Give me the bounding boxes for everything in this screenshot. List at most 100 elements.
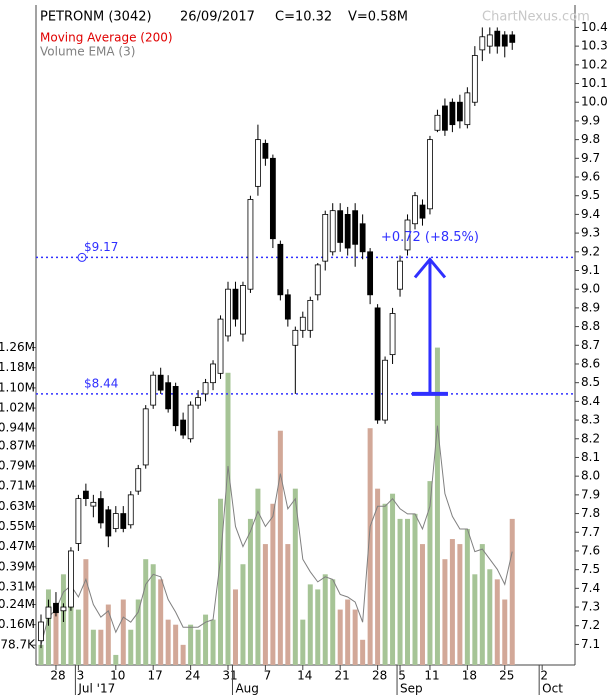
volume-bar	[487, 569, 493, 665]
volume-bar	[128, 629, 134, 665]
y-tick-label: 9.0	[581, 282, 600, 296]
candle-body	[307, 300, 314, 331]
y-tick-label: 10.1	[581, 76, 608, 90]
y2-tick-label: 0.87M	[0, 438, 35, 452]
watermark: ChartNexus.com	[482, 10, 590, 25]
volume-bar	[427, 481, 433, 665]
close-label: C=10.32	[275, 10, 332, 25]
candle-body	[75, 498, 82, 544]
chart-title: PETRONM (3042)	[40, 10, 152, 25]
y2-tick-label: 1.10M	[0, 380, 35, 394]
x-tick-label: 25	[499, 669, 514, 683]
candle-body	[142, 408, 149, 466]
marker	[77, 252, 87, 262]
y-tick-label: 9.4	[581, 207, 600, 221]
volume-bar	[502, 599, 508, 665]
volume-bar	[405, 518, 411, 665]
volume-bar	[352, 609, 358, 665]
volume-bar	[225, 372, 231, 665]
candle-body	[471, 55, 478, 103]
volume-bar	[232, 589, 238, 665]
candle-body	[262, 142, 269, 159]
volume-bar	[240, 564, 246, 665]
volume-bar	[68, 579, 74, 665]
volume-bar	[315, 589, 321, 665]
candle-body	[509, 34, 516, 43]
volume-bar	[509, 518, 515, 665]
candle-body	[352, 210, 359, 245]
y-tick-label: 8.0	[581, 469, 600, 483]
candle-body	[45, 606, 52, 619]
candle-body	[217, 318, 224, 374]
candle-body	[97, 498, 104, 524]
volume-bar	[135, 599, 141, 665]
candle-body	[404, 219, 411, 251]
volume-label: V=0.58M	[348, 10, 408, 25]
candle-body	[486, 34, 493, 47]
candle-body	[434, 114, 441, 131]
y2-tick-label: 0.16M	[0, 617, 35, 631]
y2-tick-label: 1.26M	[0, 340, 35, 354]
volume-bar	[494, 579, 500, 665]
candle-body	[397, 260, 403, 290]
y2-tick-label: 0.71M	[0, 479, 35, 493]
month-label: Jul '17	[77, 682, 115, 695]
candle-body	[412, 195, 418, 225]
volume-bar	[158, 579, 164, 665]
y2-tick-label: 0.31M	[0, 579, 35, 593]
candle-body	[210, 363, 216, 384]
month-label: Sep	[400, 682, 423, 695]
y-tick-label: 9.2	[581, 244, 600, 258]
volume-bar	[307, 584, 313, 665]
legend-volume-ema: Volume EMA (3)	[40, 45, 135, 59]
legend-moving-average: Moving Average (200)	[40, 31, 173, 45]
y-tick-label: 8.8	[581, 319, 600, 333]
volume-ema-line	[40, 425, 513, 645]
x-tick-label: 21	[335, 669, 350, 683]
y-tick-label: 8.7	[581, 338, 600, 352]
candle-body	[127, 494, 134, 526]
y-tick-label: 8.1	[581, 450, 600, 464]
volume-bar	[367, 428, 373, 665]
candle-body	[157, 374, 164, 391]
candle-body	[135, 468, 142, 492]
x-tick-label: 5	[398, 669, 406, 683]
candle-body	[68, 550, 74, 608]
price-line-label: $9.17	[84, 240, 118, 254]
candle-body	[240, 285, 246, 335]
volume-bar	[113, 654, 119, 665]
candle-body	[292, 329, 299, 346]
y-tick-label: 7.3	[581, 600, 600, 614]
volume-bar	[195, 629, 201, 665]
candle-body	[479, 36, 486, 51]
month-label: Aug	[235, 682, 258, 695]
y2-tick-label: 1.02M	[0, 401, 35, 415]
candle-body	[232, 288, 239, 320]
y-tick-label: 9.8	[581, 132, 600, 146]
candle-body	[367, 251, 374, 296]
volume-bar	[143, 559, 149, 665]
candle-body	[337, 210, 344, 243]
candle-body	[329, 210, 336, 253]
y-tick-label: 7.9	[581, 487, 600, 501]
volume-bar	[173, 624, 179, 665]
volume-bar	[38, 644, 44, 665]
volume-bar	[98, 629, 104, 665]
volume-bar	[262, 544, 268, 665]
candle-body	[359, 223, 366, 253]
volume-bar	[345, 599, 351, 665]
volume-bar	[188, 624, 194, 665]
y2-tick-label: 78.7K	[0, 638, 36, 652]
candle-body	[255, 139, 261, 187]
volume-bar	[472, 574, 478, 665]
y-tick-label: 7.7	[581, 525, 600, 539]
y-tick-label: 8.3	[581, 413, 600, 427]
volume-bar	[120, 599, 126, 665]
y2-tick-label: 0.79M	[0, 458, 35, 472]
volume-bar	[150, 564, 156, 665]
y-tick-label: 7.4	[581, 581, 600, 595]
y-tick-label: 9.9	[581, 113, 600, 127]
candle-body	[322, 214, 329, 262]
volume-bar	[277, 430, 283, 665]
